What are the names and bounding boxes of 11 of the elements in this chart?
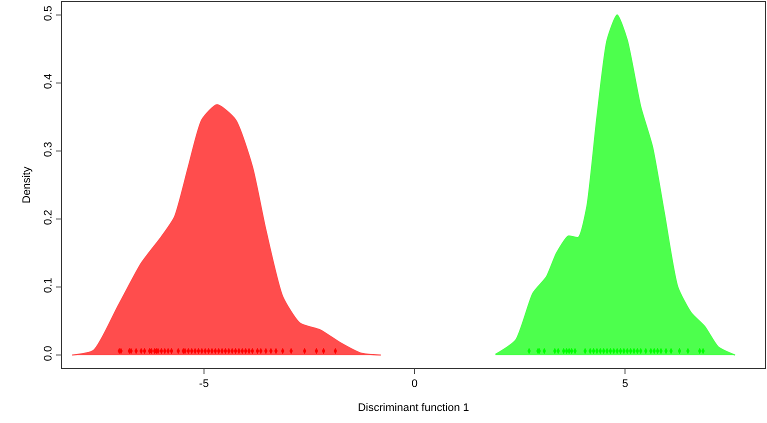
y-tick-label: 0.3	[42, 142, 55, 157]
y-tick-label: 0.5	[42, 6, 55, 21]
y-tick-label: 0.1	[42, 278, 55, 294]
y-tick-label: 0.2	[42, 210, 55, 226]
x-tick-label: -5	[199, 378, 209, 390]
y-tick-label: 0.0	[42, 346, 55, 362]
x-axis-title: Discriminant function 1	[358, 402, 470, 414]
y-tick-label: 0.4	[42, 74, 55, 89]
x-tick-label: 5	[622, 378, 628, 390]
x-tick-label: 0	[411, 378, 418, 390]
y-axis-title: Density	[21, 166, 33, 204]
